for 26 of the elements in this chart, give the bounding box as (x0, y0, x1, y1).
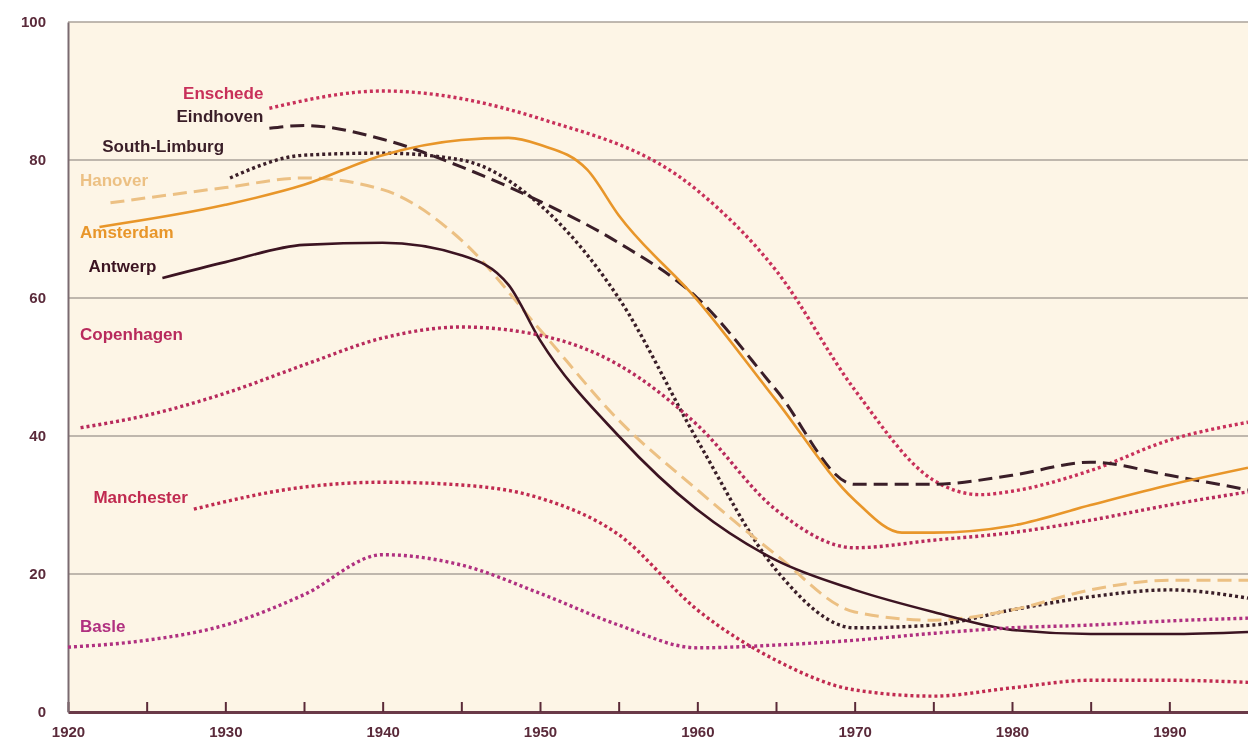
x-tick-label: 1920 (51, 722, 86, 740)
y-tick-label: 60 (29, 289, 46, 307)
x-tick-label: 1930 (209, 722, 243, 740)
line-series (66, 552, 1248, 650)
series-label: Manchester (93, 488, 189, 508)
y-tick-label: 80 (29, 151, 46, 169)
series-label: Basle (80, 617, 126, 636)
x-tick-label: 1960 (681, 722, 715, 740)
y-tick-label: 0 (37, 703, 46, 721)
y-tick-label: 100 (20, 13, 46, 31)
line-series (78, 325, 1248, 550)
series-label: Antwerp (88, 256, 157, 276)
series-label: Enschede (183, 84, 264, 103)
series-label: Eindhoven (176, 107, 264, 127)
x-tick-label: 1990 (1153, 722, 1187, 740)
y-tick-label: 40 (29, 427, 46, 445)
x-tick-label: 1950 (523, 722, 558, 740)
x-tick-label: 1980 (995, 722, 1030, 740)
text: Copenhagen (80, 325, 183, 344)
x-tick-label: 1940 (366, 722, 400, 740)
series-label: Amsterdam (80, 223, 174, 242)
y-tick-label: 20 (29, 565, 46, 583)
series-label: South-Limburg (102, 137, 225, 156)
line-series (192, 480, 1248, 698)
x-tick-label: 1970 (838, 722, 872, 740)
series-label: Hanover (80, 171, 149, 190)
